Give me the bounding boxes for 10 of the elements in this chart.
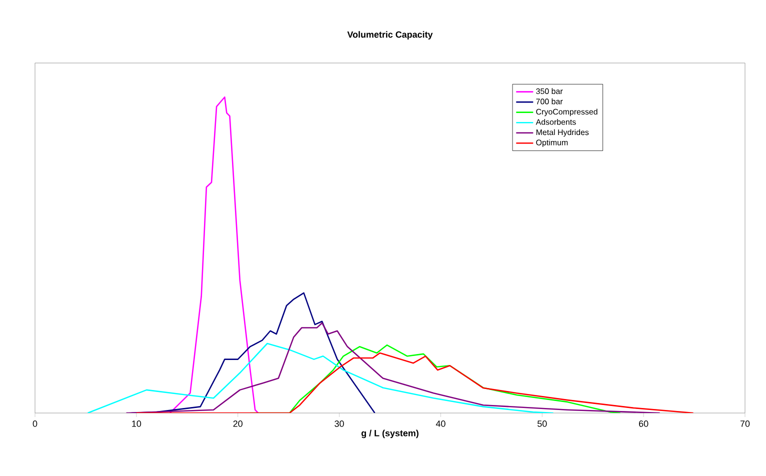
x-tick-label: 10 <box>132 420 142 427</box>
x-tick-label: 40 <box>436 420 446 427</box>
x-axis-title: g / L (system) <box>361 430 418 438</box>
x-tick-label: 30 <box>334 420 344 427</box>
x-tick-label: 0 <box>32 420 38 427</box>
x-tick-label: 60 <box>639 420 648 427</box>
x-tick-label: 50 <box>538 420 547 427</box>
x-tick-label: 70 <box>740 420 750 427</box>
x-tick-label: 20 <box>233 420 242 427</box>
chart-title: Volumetric Capacity <box>347 31 433 40</box>
